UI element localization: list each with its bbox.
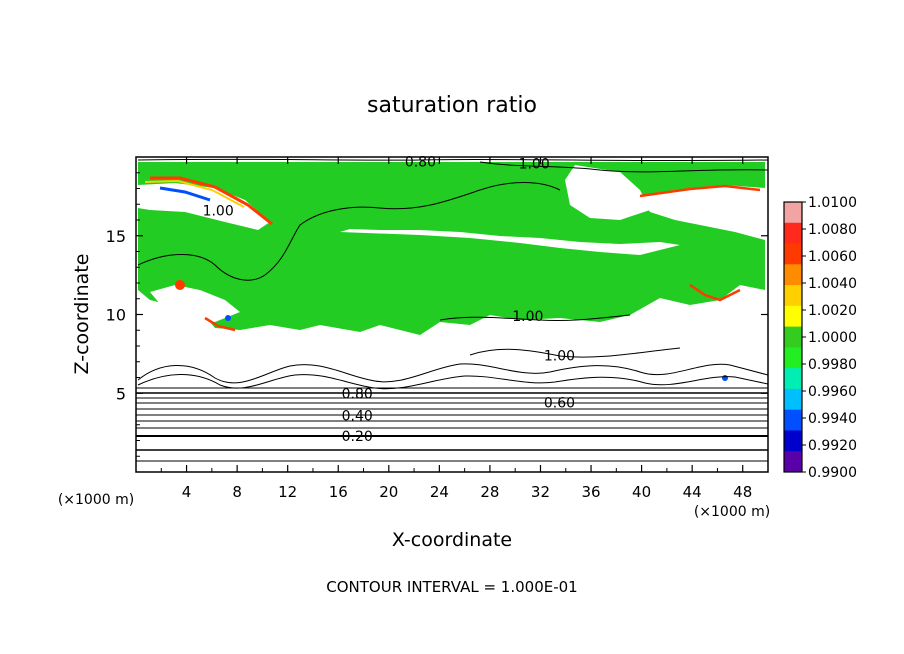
- y-tick-label: 10: [106, 306, 126, 325]
- stratified-contours: [136, 387, 768, 462]
- colorbar-label: 0.9940: [808, 411, 857, 427]
- y-tick-label: 15: [106, 227, 126, 246]
- contour-label: 1.00: [519, 156, 550, 172]
- contour-label: 0.80: [405, 155, 436, 171]
- contour-label: 0.20: [342, 429, 373, 445]
- colorbar-label: 0.9960: [808, 384, 857, 400]
- x-tick-label: 20: [379, 483, 398, 501]
- contour-eddy-row: [137, 363, 769, 384]
- x-unit-label: (×1000 m): [694, 504, 770, 520]
- colorbar-swatch: [784, 285, 802, 307]
- blue-cell-1: [225, 315, 231, 321]
- y-tick-label: 5: [116, 384, 126, 403]
- blue-cell-2: [722, 375, 728, 381]
- colorbar-label: 1.0100: [808, 195, 857, 211]
- saturation-field: [138, 162, 765, 381]
- subsaturated-patch-upper-right: [640, 185, 765, 240]
- colorbar-label: 1.0040: [808, 276, 857, 292]
- x-tick-label: 48: [733, 483, 752, 501]
- contour-1-00-mid: [439, 314, 631, 322]
- contour-interval-note: CONTOUR INTERVAL = 1.000E-01: [326, 578, 577, 596]
- x-axis-ticks: 4 8 12 16 20 24 28 32 36 40 44 48: [160, 157, 752, 501]
- x-tick-label: 28: [480, 483, 499, 501]
- contour-upper-green-boundary: [137, 182, 561, 281]
- red-edge-lower-right: [689, 283, 741, 302]
- subsaturated-patch-upper-left: [138, 183, 270, 230]
- colorbar-swatch: [784, 326, 802, 348]
- x-tick-label: 12: [278, 483, 297, 501]
- colorbar-label: 1.0000: [808, 330, 857, 346]
- orange-edge-upper-left: [144, 179, 245, 208]
- subsaturated-band-mid: [340, 229, 680, 255]
- contour-label: 1.00: [512, 309, 543, 325]
- contour-label: 0.40: [342, 408, 373, 424]
- x-axis-label: X-coordinate: [392, 529, 512, 551]
- contour-labels: 0.80 1.00 1.00 1.00 1.00 0.80 0.60 0.40 0.20: [203, 155, 575, 445]
- colorbar-swatch: [784, 347, 802, 369]
- contour-1-00-top: [479, 161, 769, 173]
- colorbar-swatch: [784, 430, 802, 452]
- contour-label: 1.00: [544, 348, 575, 364]
- colorbar-swatch: [784, 202, 802, 224]
- blue-edge-upper-left: [159, 186, 211, 202]
- x-tick-label: 4: [182, 483, 192, 501]
- red-edge-upper-left: [150, 176, 273, 226]
- colorbar-label: 1.0020: [808, 303, 857, 319]
- x-tick-label: 32: [531, 483, 550, 501]
- x-tick-label: 40: [632, 483, 651, 501]
- x-tick-label: 8: [232, 483, 242, 501]
- contour-label: 0.60: [544, 396, 575, 412]
- contour-label: 0.80: [342, 386, 373, 402]
- contour-eddy-row-2: [137, 374, 769, 390]
- chart-title: saturation ratio: [367, 93, 537, 118]
- red-edge-lower-left: [204, 316, 236, 332]
- contour-label: 1.00: [203, 204, 234, 220]
- colorbar-swatch: [784, 388, 802, 411]
- colorbar-label: 1.0080: [808, 222, 857, 238]
- x-tick-label: 36: [581, 483, 600, 501]
- colorbar: 1.0100 1.0080 1.0060 1.0040 1.0020 1.0000 0.99…: [783, 195, 857, 481]
- colorbar-label: 1.0060: [808, 249, 857, 265]
- contour-lines: [137, 158, 769, 390]
- contour-1-00-lower: [469, 347, 681, 358]
- colorbar-label: 0.9900: [808, 465, 857, 481]
- red-edge-right: [639, 184, 761, 198]
- subsaturated-patch-lower-left: [150, 285, 240, 322]
- x-tick-label: 16: [329, 483, 348, 501]
- contour-top-0-80: [137, 158, 769, 162]
- colorbar-swatch: [784, 264, 802, 286]
- y-unit-label: (×1000 m): [58, 492, 134, 508]
- colorbar-swatch: [784, 243, 802, 265]
- y-axis-label: Z-coordinate: [71, 254, 93, 375]
- subsaturated-patch-top-right: [565, 165, 650, 220]
- colorbar-swatch: [784, 222, 802, 245]
- colorbar-swatch: [784, 451, 802, 473]
- y-axis-ticks: 5 10 15: [106, 172, 768, 457]
- colorbar-label: 0.9920: [808, 438, 857, 454]
- colorbar-label: 0.9980: [808, 357, 857, 373]
- x-tick-label: 44: [683, 483, 702, 501]
- x-tick-label: 24: [430, 483, 449, 501]
- colorbar-swatch: [784, 368, 802, 390]
- colorbar-swatch: [784, 305, 802, 328]
- colorbar-swatch: [784, 409, 802, 431]
- red-cell-1: [175, 280, 185, 290]
